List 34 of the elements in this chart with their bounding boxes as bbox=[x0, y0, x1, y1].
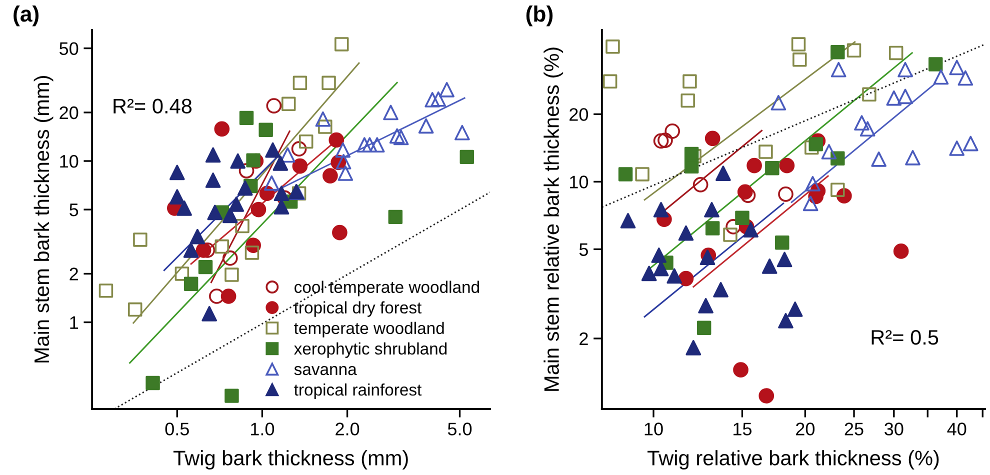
annotation: R²= 0.48 bbox=[114, 98, 192, 114]
x-tick-label: 1.0 bbox=[251, 422, 274, 436]
y-tick-label: 20 bbox=[570, 108, 588, 121]
x-axis-title: Twig bark thickness (mm) bbox=[173, 450, 408, 470]
y-tick-label: 1 bbox=[70, 316, 78, 329]
x-tick-label: 30 bbox=[884, 422, 904, 436]
y-tick-label: 10 bbox=[60, 154, 78, 168]
chart-title: (b) bbox=[526, 5, 553, 26]
x-tick-label: 25 bbox=[844, 422, 864, 436]
x-tick-label: 10 bbox=[644, 422, 663, 436]
x-tick-label: 5.0 bbox=[448, 422, 472, 436]
legend-label: temperate woodland bbox=[294, 322, 444, 338]
y-tick-label: 20 bbox=[60, 106, 78, 120]
y-tick-label: 50 bbox=[60, 42, 78, 56]
x-tick-label: 2.0 bbox=[336, 422, 360, 436]
legend-label: savanna bbox=[294, 366, 357, 376]
y-tick-label: 2 bbox=[70, 268, 78, 280]
y-tick-label: 10 bbox=[570, 176, 588, 188]
y-tick-label: 5 bbox=[579, 243, 588, 256]
y-tick-label: 2 bbox=[580, 332, 588, 346]
legend-label: tropical dry forest bbox=[294, 301, 422, 317]
y-axis-title: Main stem bark thickness (mm) bbox=[34, 76, 54, 362]
legend-label: cool temperate woodland bbox=[294, 280, 479, 296]
legend-label: xerophytic shrubland bbox=[294, 342, 447, 358]
chart-title: (a) bbox=[14, 5, 39, 26]
y-tick-label: 5 bbox=[70, 204, 78, 216]
y-axis-title: Main stem relative bark thickness (%) bbox=[544, 48, 564, 391]
x-tick-label: 0.5 bbox=[165, 422, 189, 436]
annotation: R²= 0.5 bbox=[872, 330, 938, 345]
x-tick-label: 20 bbox=[796, 422, 815, 436]
x-tick-label: 40 bbox=[947, 422, 966, 436]
x-axis-title: Twig relative bark thickness (%) bbox=[648, 450, 939, 470]
x-tick-label: 15 bbox=[734, 422, 752, 436]
legend-label: tropical rainforest bbox=[294, 383, 422, 399]
